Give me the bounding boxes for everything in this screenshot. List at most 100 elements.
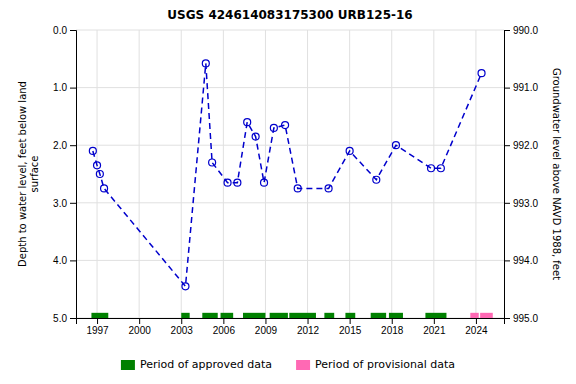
tick: 990.0 xyxy=(504,25,538,36)
tick-label: 994.0 xyxy=(513,255,538,266)
plot-area xyxy=(89,60,492,318)
tick: 995.0 xyxy=(504,313,538,324)
period-bar xyxy=(470,313,478,318)
tick-label: 990.0 xyxy=(513,25,538,36)
marker xyxy=(294,185,301,192)
legend-item: Period of approved data xyxy=(121,358,272,371)
marker xyxy=(89,147,96,154)
grid-line-x xyxy=(433,30,434,318)
tick: 2.0 xyxy=(53,140,76,151)
period-bar xyxy=(91,313,108,318)
grid-line-y xyxy=(76,30,504,31)
marker xyxy=(234,179,241,186)
grid-line-x xyxy=(475,30,476,318)
legend-swatch xyxy=(296,360,310,370)
grid-line-x xyxy=(181,30,182,318)
period-bar xyxy=(425,313,446,318)
grid-line-x xyxy=(139,30,140,318)
tick-mark xyxy=(181,318,182,324)
tick-mark xyxy=(97,318,98,324)
period-bar xyxy=(480,313,493,318)
tick-mark xyxy=(70,88,76,89)
tick-label: 991.0 xyxy=(513,82,538,93)
tick: 2012 xyxy=(297,318,320,336)
tick-label: 2018 xyxy=(381,325,404,336)
marker xyxy=(373,176,380,183)
period-bar xyxy=(202,313,217,318)
tick-label: 5.0 xyxy=(53,313,67,324)
tick: 992.0 xyxy=(504,140,538,151)
tick: 2015 xyxy=(339,318,362,336)
legend: Period of approved data Period of provisi… xyxy=(121,358,455,371)
tick-label: 2006 xyxy=(213,325,236,336)
period-bar xyxy=(289,313,316,318)
line xyxy=(93,63,482,286)
period-bar xyxy=(270,313,288,318)
grid-line-x xyxy=(223,30,224,318)
tick-label: 2015 xyxy=(339,325,362,336)
tick: 2003 xyxy=(171,318,194,336)
tick: 1997 xyxy=(86,318,109,336)
tick: 3.0 xyxy=(53,198,76,209)
tick-label: 992.0 xyxy=(513,140,538,151)
tick-label: 0.0 xyxy=(53,25,67,36)
period-bar xyxy=(181,313,189,318)
legend-item: Period of provisional data xyxy=(296,358,455,371)
tick-mark xyxy=(392,318,393,324)
tick-label: 4.0 xyxy=(53,255,67,266)
y2-axis: 995.0 994.0 993.0 992.0 991.0 990.0 xyxy=(504,25,538,324)
marker xyxy=(261,179,268,186)
legend-label: Period of provisional data xyxy=(315,358,455,371)
tick-mark xyxy=(504,88,510,89)
grid-line-y xyxy=(76,87,504,88)
tick-label: 3.0 xyxy=(53,198,67,209)
period-bar xyxy=(371,313,386,318)
y-axis-title: Depth to water level, feet below landsur… xyxy=(17,81,40,267)
marker xyxy=(437,165,444,172)
tick: 2000 xyxy=(129,318,152,336)
marker xyxy=(346,147,353,154)
tick: 994.0 xyxy=(504,255,538,266)
marker xyxy=(209,159,216,166)
tick-label: 2024 xyxy=(465,325,488,336)
tick-mark xyxy=(350,318,351,324)
marker xyxy=(182,283,189,290)
tick: 2006 xyxy=(213,318,236,336)
period-bar xyxy=(389,313,403,318)
marker xyxy=(325,185,332,192)
x-axis: 1997200020032006200920122015201820212024 xyxy=(77,318,505,336)
tick-mark xyxy=(504,145,510,146)
marker xyxy=(244,119,251,126)
axis-line xyxy=(70,31,77,319)
marker xyxy=(428,165,435,172)
tick-label: 1.0 xyxy=(53,82,67,93)
tick-mark xyxy=(223,318,224,324)
legend-swatch xyxy=(121,360,135,370)
marker xyxy=(202,60,209,67)
tick: 1.0 xyxy=(53,82,76,93)
marker xyxy=(101,185,108,192)
tick-label: 2012 xyxy=(297,325,320,336)
period-bar xyxy=(243,313,265,318)
tick-label: 2021 xyxy=(423,325,446,336)
tick-label: 995.0 xyxy=(513,313,538,324)
tick-label: 993.0 xyxy=(513,198,538,209)
title: USGS 424614083175300 URB125-16 xyxy=(167,8,412,22)
grid-line-y xyxy=(76,145,504,146)
marker xyxy=(224,179,231,186)
tick: 2018 xyxy=(381,318,404,336)
y-axis: 0.0 1.0 2.0 3.0 4.0 5.0 xyxy=(53,25,76,324)
tick-mark xyxy=(70,260,76,261)
tick-mark xyxy=(504,318,510,319)
marker xyxy=(252,133,259,140)
tick-mark xyxy=(265,318,266,324)
period-bar xyxy=(345,313,355,318)
tick-label: 1997 xyxy=(86,325,109,336)
chart: 1997200020032006200920122015201820212024… xyxy=(0,0,576,384)
tick-mark xyxy=(139,318,140,324)
grid-line-x xyxy=(391,30,392,318)
tick-label: 2.0 xyxy=(53,140,67,151)
grid-line-y xyxy=(76,202,504,203)
marker xyxy=(270,124,277,131)
marker xyxy=(392,142,399,149)
